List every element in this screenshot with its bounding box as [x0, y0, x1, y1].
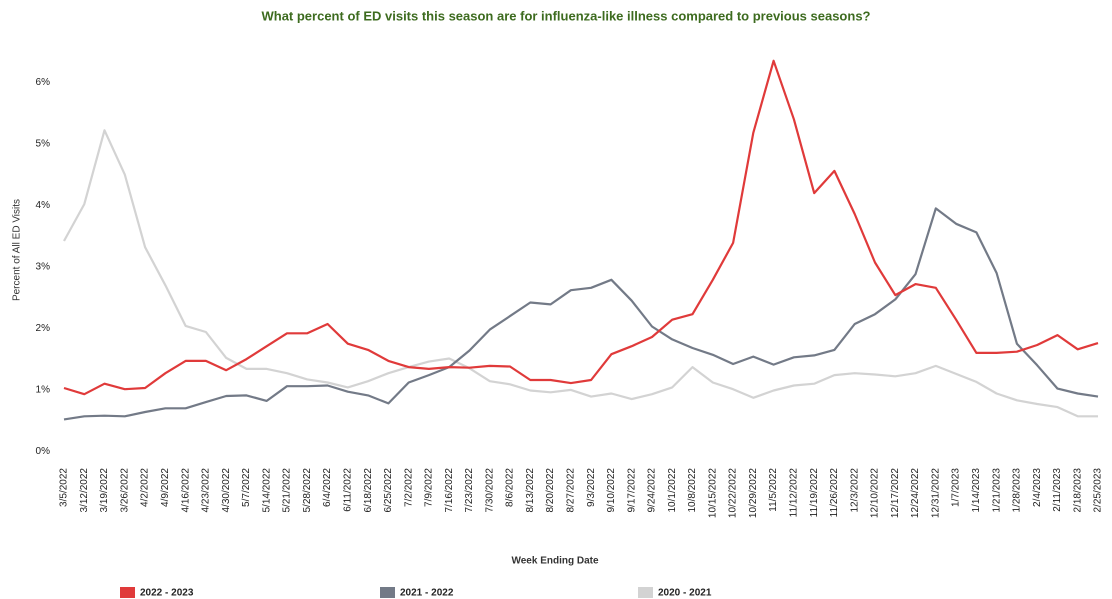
x-tick-label: 5/28/2022: [302, 468, 313, 513]
legend-label: 2022 - 2023: [140, 588, 194, 599]
x-tick-label: 6/4/2022: [322, 468, 333, 507]
x-tick-label: 5/21/2022: [282, 468, 293, 513]
y-tick-label: 5%: [36, 139, 51, 150]
x-tick-label: 2/11/2023: [1052, 468, 1063, 512]
x-tick-label: 6/18/2022: [363, 468, 374, 513]
x-tick-label: 11/26/2022: [829, 468, 840, 518]
legend-swatch: [380, 587, 395, 598]
x-tick-label: 9/10/2022: [606, 468, 617, 513]
x-tick-label: 12/10/2022: [870, 468, 881, 518]
x-tick-label: 11/19/2022: [809, 468, 820, 518]
series-line: [63, 207, 1099, 421]
x-tick-label: 7/30/2022: [484, 468, 495, 513]
legend-swatch: [120, 587, 135, 598]
series-line: [63, 59, 1099, 396]
x-tick-label: 2/18/2023: [1072, 468, 1083, 513]
x-tick-label: 3/19/2022: [99, 468, 110, 513]
x-tick-label: 3/26/2022: [119, 468, 130, 513]
x-tick-label: 12/31/2022: [930, 468, 941, 518]
x-tick-label: 12/17/2022: [890, 468, 901, 518]
x-tick-label: 10/1/2022: [667, 468, 678, 513]
x-tick-label: 10/8/2022: [687, 468, 698, 513]
x-tick-label: 3/12/2022: [79, 468, 90, 513]
x-tick-label: 12/3/2022: [849, 468, 860, 513]
y-tick-label: 1%: [36, 385, 51, 396]
legend-swatch: [638, 587, 653, 598]
x-tick-label: 8/20/2022: [545, 468, 556, 513]
x-tick-label: 11/5/2022: [768, 468, 779, 512]
x-tick-label: 1/28/2023: [1012, 468, 1023, 513]
x-tick-label: 10/29/2022: [748, 468, 759, 518]
x-tick-label: 7/23/2022: [464, 468, 475, 513]
x-tick-label: 8/27/2022: [566, 468, 577, 513]
series-line: [63, 129, 1098, 418]
x-tick-label: 6/11/2022: [342, 468, 353, 512]
x-tick-label: 10/22/2022: [728, 468, 739, 518]
x-tick-label: 5/14/2022: [261, 468, 272, 513]
legend-label: 2021 - 2022: [400, 588, 454, 599]
chart-title: What percent of ED visits this season ar…: [261, 8, 870, 23]
x-tick-label: 2/25/2023: [1093, 468, 1104, 513]
x-tick-label: 3/5/2022: [59, 468, 70, 507]
x-tick-label: 10/15/2022: [707, 468, 718, 518]
x-tick-label: 2/4/2023: [1032, 468, 1043, 507]
x-tick-label: 4/2/2022: [140, 468, 151, 507]
y-tick-label: 6%: [36, 77, 51, 88]
x-tick-label: 5/7/2022: [241, 468, 252, 507]
x-tick-label: 1/7/2023: [951, 468, 962, 507]
x-tick-label: 6/25/2022: [383, 468, 394, 513]
x-axis-title: Week Ending Date: [511, 556, 598, 567]
x-tick-label: 7/9/2022: [424, 468, 435, 507]
x-tick-label: 4/16/2022: [180, 468, 191, 513]
x-tick-label: 1/14/2023: [971, 468, 982, 513]
x-tick-label: 8/13/2022: [525, 468, 536, 513]
x-tick-label: 1/21/2023: [991, 468, 1002, 513]
y-axis-title: Percent of All ED Visits: [12, 199, 23, 301]
x-tick-label: 4/9/2022: [160, 468, 171, 507]
x-tick-label: 11/12/2022: [789, 468, 800, 518]
y-tick-label: 3%: [36, 262, 51, 273]
y-tick-label: 2%: [36, 323, 51, 334]
legend-label: 2020 - 2021: [658, 588, 712, 599]
y-tick-label: 0%: [36, 446, 51, 457]
x-tick-label: 4/30/2022: [221, 468, 232, 513]
x-tick-label: 7/2/2022: [403, 468, 414, 507]
y-tick-label: 4%: [36, 200, 51, 211]
x-tick-label: 4/23/2022: [201, 468, 212, 513]
x-tick-label: 9/17/2022: [626, 468, 637, 513]
x-tick-label: 7/16/2022: [444, 468, 455, 513]
x-tick-label: 8/6/2022: [505, 468, 516, 507]
x-tick-label: 9/3/2022: [586, 468, 597, 507]
x-tick-label: 9/24/2022: [647, 468, 658, 513]
x-tick-label: 12/24/2022: [910, 468, 921, 518]
